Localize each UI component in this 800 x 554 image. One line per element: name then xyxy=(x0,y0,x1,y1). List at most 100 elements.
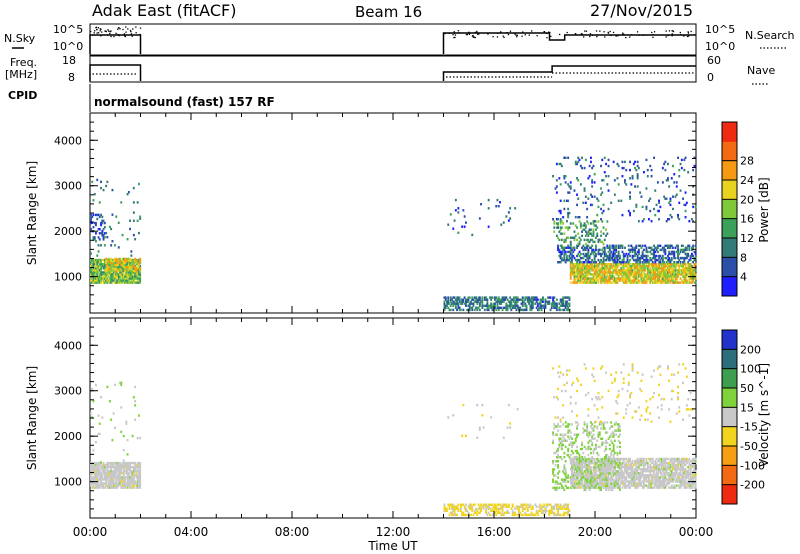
range-cell xyxy=(648,466,650,469)
range-cell xyxy=(597,265,600,268)
range-cell xyxy=(665,277,668,280)
range-cell xyxy=(112,266,115,269)
range-cell xyxy=(602,466,605,469)
range-cell xyxy=(578,277,581,280)
range-cell xyxy=(557,244,559,247)
range-cell xyxy=(129,461,131,465)
range-cell xyxy=(600,461,602,465)
range-cell xyxy=(535,296,538,299)
range-cell xyxy=(120,478,123,481)
range-cell xyxy=(684,470,687,473)
range-cell xyxy=(588,230,591,233)
range-cell xyxy=(576,203,578,207)
range-cell xyxy=(447,296,450,299)
range-cell xyxy=(549,511,552,514)
range-cell xyxy=(591,248,594,252)
range-cell xyxy=(573,457,576,461)
range-cell xyxy=(114,277,116,280)
range-cell xyxy=(625,463,628,467)
range-cell xyxy=(675,193,678,196)
range-cell xyxy=(620,271,623,274)
range-cell xyxy=(616,271,619,274)
range-cell xyxy=(590,203,592,207)
range-cell xyxy=(689,470,692,473)
range-cell xyxy=(611,267,614,270)
nsearch-point xyxy=(652,36,654,38)
range-cell xyxy=(616,267,619,270)
range-cell xyxy=(605,271,607,274)
range-cell xyxy=(629,472,631,475)
range-cell xyxy=(619,474,621,477)
range-cell xyxy=(563,250,566,254)
range-cell xyxy=(120,383,123,387)
nsearch-point xyxy=(453,36,455,39)
range-cell xyxy=(557,248,559,252)
range-cell xyxy=(103,277,106,280)
range-cell xyxy=(669,470,672,473)
range-cell xyxy=(122,449,125,452)
range-cell xyxy=(672,474,674,477)
range-cell xyxy=(448,302,451,305)
range-cell xyxy=(496,306,499,309)
range-cell xyxy=(136,277,139,280)
range-cell xyxy=(572,281,575,284)
range-cell xyxy=(596,226,599,229)
range-cell xyxy=(111,275,114,278)
range-cell xyxy=(540,306,543,309)
range-cell xyxy=(590,474,592,477)
range-cell xyxy=(112,486,115,489)
range-cell xyxy=(542,300,544,303)
range-cell xyxy=(95,468,97,471)
range-cell xyxy=(573,281,576,284)
range-cell xyxy=(606,463,609,467)
range-cell xyxy=(635,203,638,207)
range-cell xyxy=(482,304,485,307)
range-cell xyxy=(593,263,596,266)
range-cell xyxy=(625,275,628,278)
range-cell xyxy=(102,486,105,489)
range-cell xyxy=(636,470,639,473)
range-cell xyxy=(625,277,628,280)
range-cell xyxy=(496,198,499,202)
range-cell xyxy=(573,468,576,471)
range-cell xyxy=(645,158,648,162)
nsearch-point xyxy=(457,30,460,32)
range-cell xyxy=(91,387,94,391)
range-cell xyxy=(627,474,630,477)
range-cell xyxy=(610,281,613,284)
range-cell xyxy=(679,470,682,473)
range-cell xyxy=(568,254,571,258)
range-cell xyxy=(584,242,587,246)
range-cell xyxy=(612,244,615,247)
range-cell xyxy=(112,466,115,469)
range-cell xyxy=(499,507,501,510)
range-cell xyxy=(477,306,480,309)
range-cell xyxy=(543,304,546,307)
range-cell xyxy=(90,252,92,255)
range-cell xyxy=(617,273,620,276)
range-cell xyxy=(542,511,544,514)
range-cell xyxy=(93,193,96,196)
range-cell xyxy=(607,486,610,489)
range-cell xyxy=(136,258,139,262)
range-cell xyxy=(612,486,615,489)
range-cell xyxy=(111,470,114,473)
range-cell xyxy=(552,302,554,305)
range-cell xyxy=(670,244,673,247)
range-cell xyxy=(571,258,573,262)
range-cell xyxy=(640,256,643,260)
range-cell xyxy=(101,232,104,235)
range-cell xyxy=(645,459,648,463)
range-cell xyxy=(578,258,581,262)
range-cell xyxy=(574,466,577,469)
range-cell xyxy=(106,259,109,263)
range-cell xyxy=(559,261,562,264)
range-cell xyxy=(581,275,583,278)
range-cell xyxy=(667,472,669,475)
range-cell xyxy=(691,273,693,276)
range-cell xyxy=(578,242,581,246)
range-cell xyxy=(105,463,108,467)
range-cell xyxy=(673,181,676,184)
range-cell xyxy=(100,244,102,247)
